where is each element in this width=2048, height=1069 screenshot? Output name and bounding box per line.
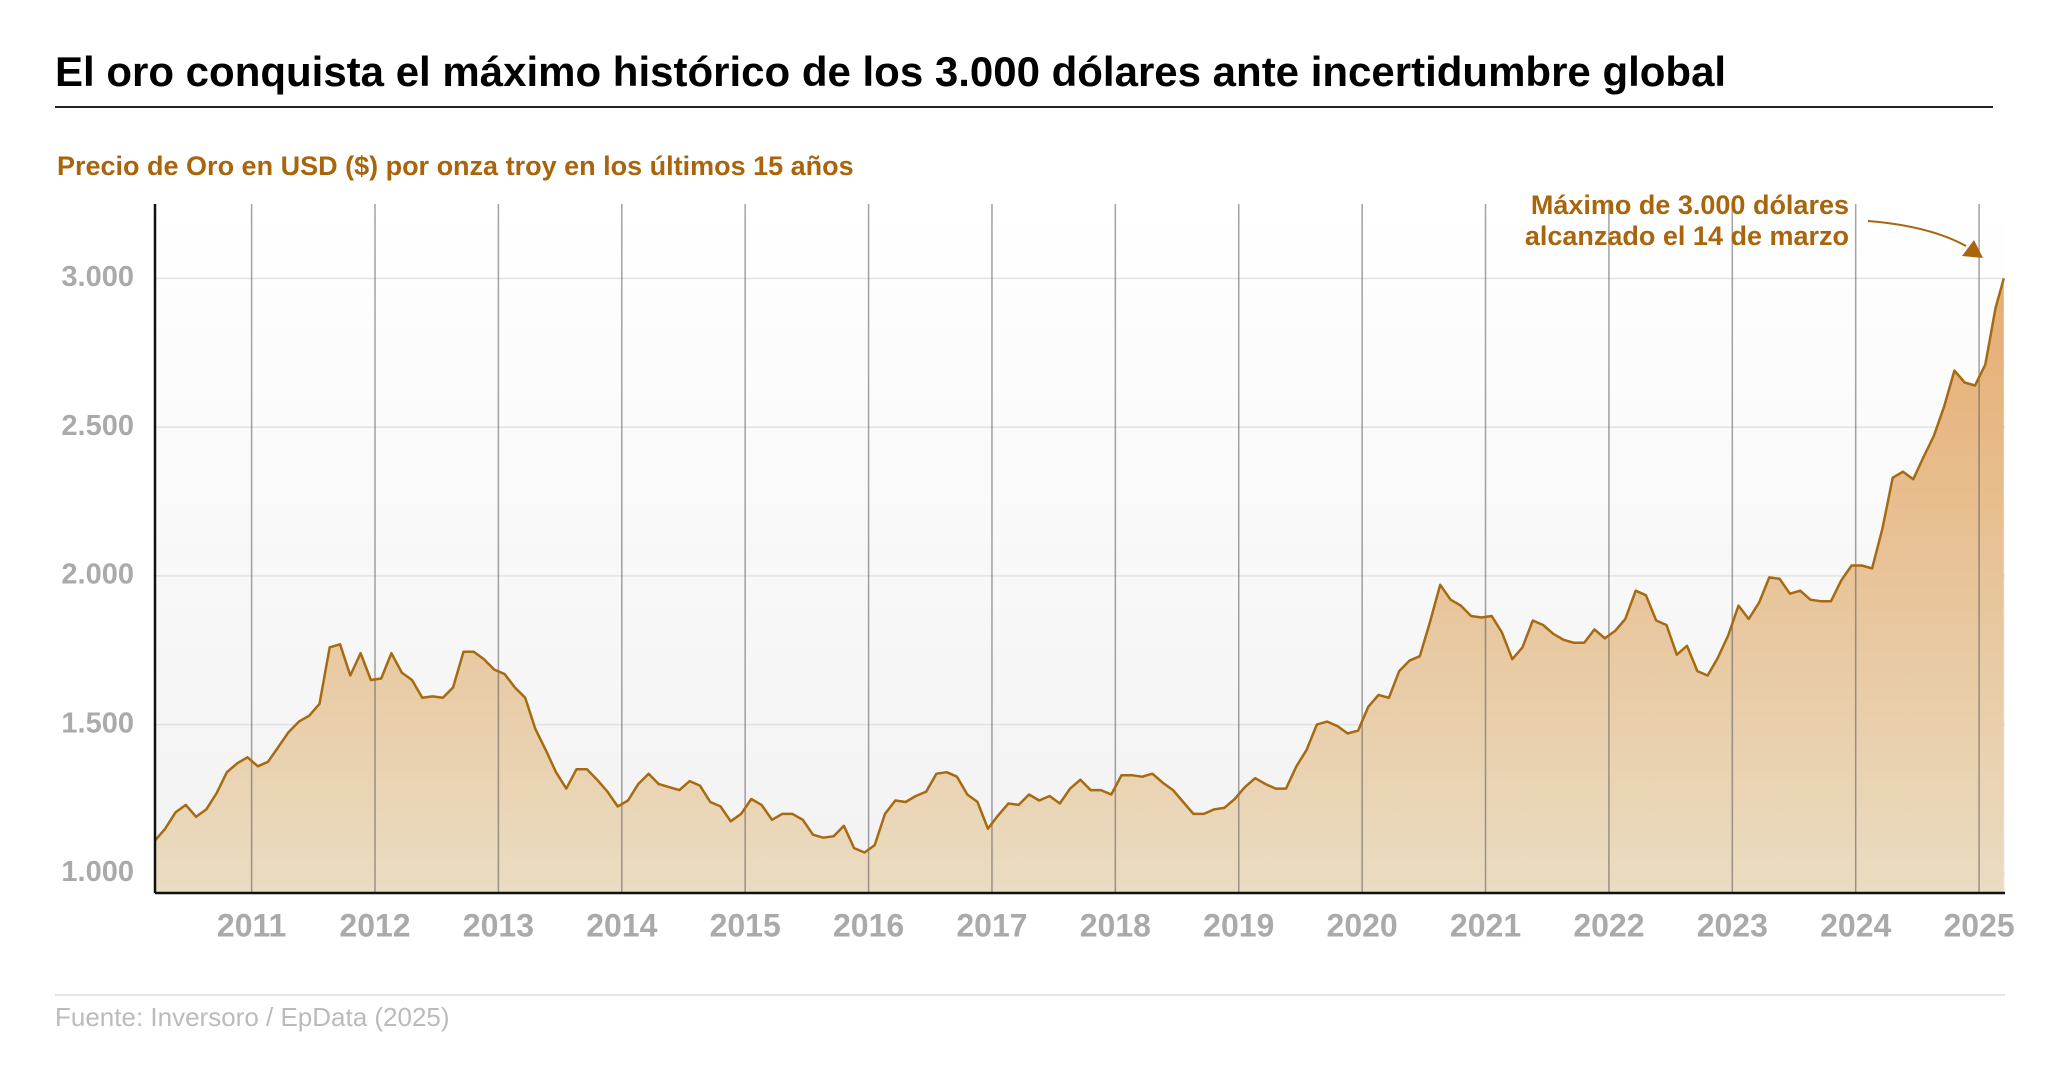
plot: 1.000 1.500 2.000 2.500 3.000 2011 2012 2013 201… (61, 190, 2014, 943)
annotation: Máximo de 3.000 dólares (1531, 190, 1849, 220)
chart-title: El oro conquista el máximo histórico de … (55, 48, 1726, 95)
annotation-arrow (1867, 220, 1967, 247)
x-tick-label: 2013 (463, 907, 534, 943)
x-tick-label: 2019 (1203, 907, 1274, 943)
x-tick-label: 2024 (1820, 907, 1891, 943)
annotation-arrowhead (1962, 240, 1983, 258)
x-tick-label: 2012 (339, 907, 410, 943)
x-tick-label: 2014 (586, 907, 657, 943)
x-tick-label: 2018 (1080, 907, 1151, 943)
area (155, 278, 2004, 893)
x-tick-label: 2020 (1327, 907, 1398, 943)
x-tick-label: 2011 (217, 907, 286, 943)
y-tick-label: 3.000 (61, 261, 134, 293)
y-tick-label: 2.000 (61, 559, 134, 591)
y-tick-label: 1.000 (61, 856, 134, 888)
line (154, 278, 2006, 854)
x-tick-label: 2017 (956, 907, 1027, 943)
x-tick-label: 2021 (1450, 907, 1521, 943)
y-tick-label: 1.500 (61, 707, 134, 739)
x-tick-label: 2016 (833, 907, 904, 943)
y-tick-label: 2.500 (61, 410, 134, 442)
x-tick-label: 2023 (1697, 907, 1768, 943)
source: Fuente: Inversoro / EpData (2025) (55, 1002, 450, 1032)
x-tick-label: 2022 (1573, 907, 1644, 943)
subtitle: Precio de Oro en USD ($) por onza troy e… (57, 151, 854, 181)
x-tick-label: 2015 (710, 907, 781, 943)
x-tick-label: 2025 (1943, 907, 2014, 943)
annotation: alcanzado el 14 de marzo (1525, 221, 1849, 251)
